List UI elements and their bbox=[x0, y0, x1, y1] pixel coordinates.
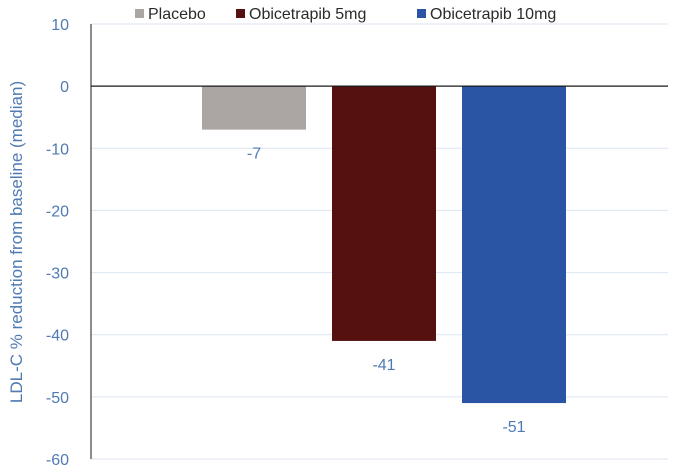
bar-obicetrapib-10mg bbox=[462, 86, 566, 404]
y-tick-label: -40 bbox=[46, 328, 69, 345]
bars bbox=[202, 86, 566, 404]
data-label: -7 bbox=[247, 146, 261, 163]
y-tick-label: -50 bbox=[46, 390, 69, 407]
legend-item: Placebo bbox=[135, 6, 206, 23]
axes bbox=[90, 24, 668, 459]
y-tick-label: -20 bbox=[46, 203, 69, 220]
y-axis-title: LDL-C % reduction from baseline (median) bbox=[7, 81, 26, 403]
legend-label: Placebo bbox=[148, 6, 206, 23]
legend-swatch bbox=[236, 9, 245, 18]
y-tick-label: 10 bbox=[51, 17, 69, 34]
y-tick-label: -30 bbox=[46, 266, 69, 283]
y-tick-label: 0 bbox=[60, 79, 69, 96]
y-axis-tick-labels: 10 0 -10 -20 -30 -40 -50 -60 bbox=[46, 17, 69, 469]
legend-swatch bbox=[417, 9, 426, 18]
y-tick-label: -10 bbox=[46, 141, 69, 158]
bar-placebo bbox=[202, 86, 306, 130]
legend-swatch bbox=[135, 9, 144, 18]
data-label: -51 bbox=[502, 419, 525, 436]
legend: Placebo Obicetrapib 5mg Obicetrapib 10mg bbox=[135, 6, 556, 23]
legend-item: Obicetrapib 5mg bbox=[236, 6, 366, 23]
bar-obicetrapib-5mg bbox=[332, 86, 436, 341]
legend-label: Obicetrapib 10mg bbox=[430, 6, 556, 23]
y-tick-label: -60 bbox=[46, 452, 69, 469]
legend-item: Obicetrapib 10mg bbox=[417, 6, 556, 23]
legend-label: Obicetrapib 5mg bbox=[249, 6, 366, 23]
data-label: -41 bbox=[372, 357, 395, 374]
data-labels: -7 -41 -51 bbox=[247, 146, 526, 436]
